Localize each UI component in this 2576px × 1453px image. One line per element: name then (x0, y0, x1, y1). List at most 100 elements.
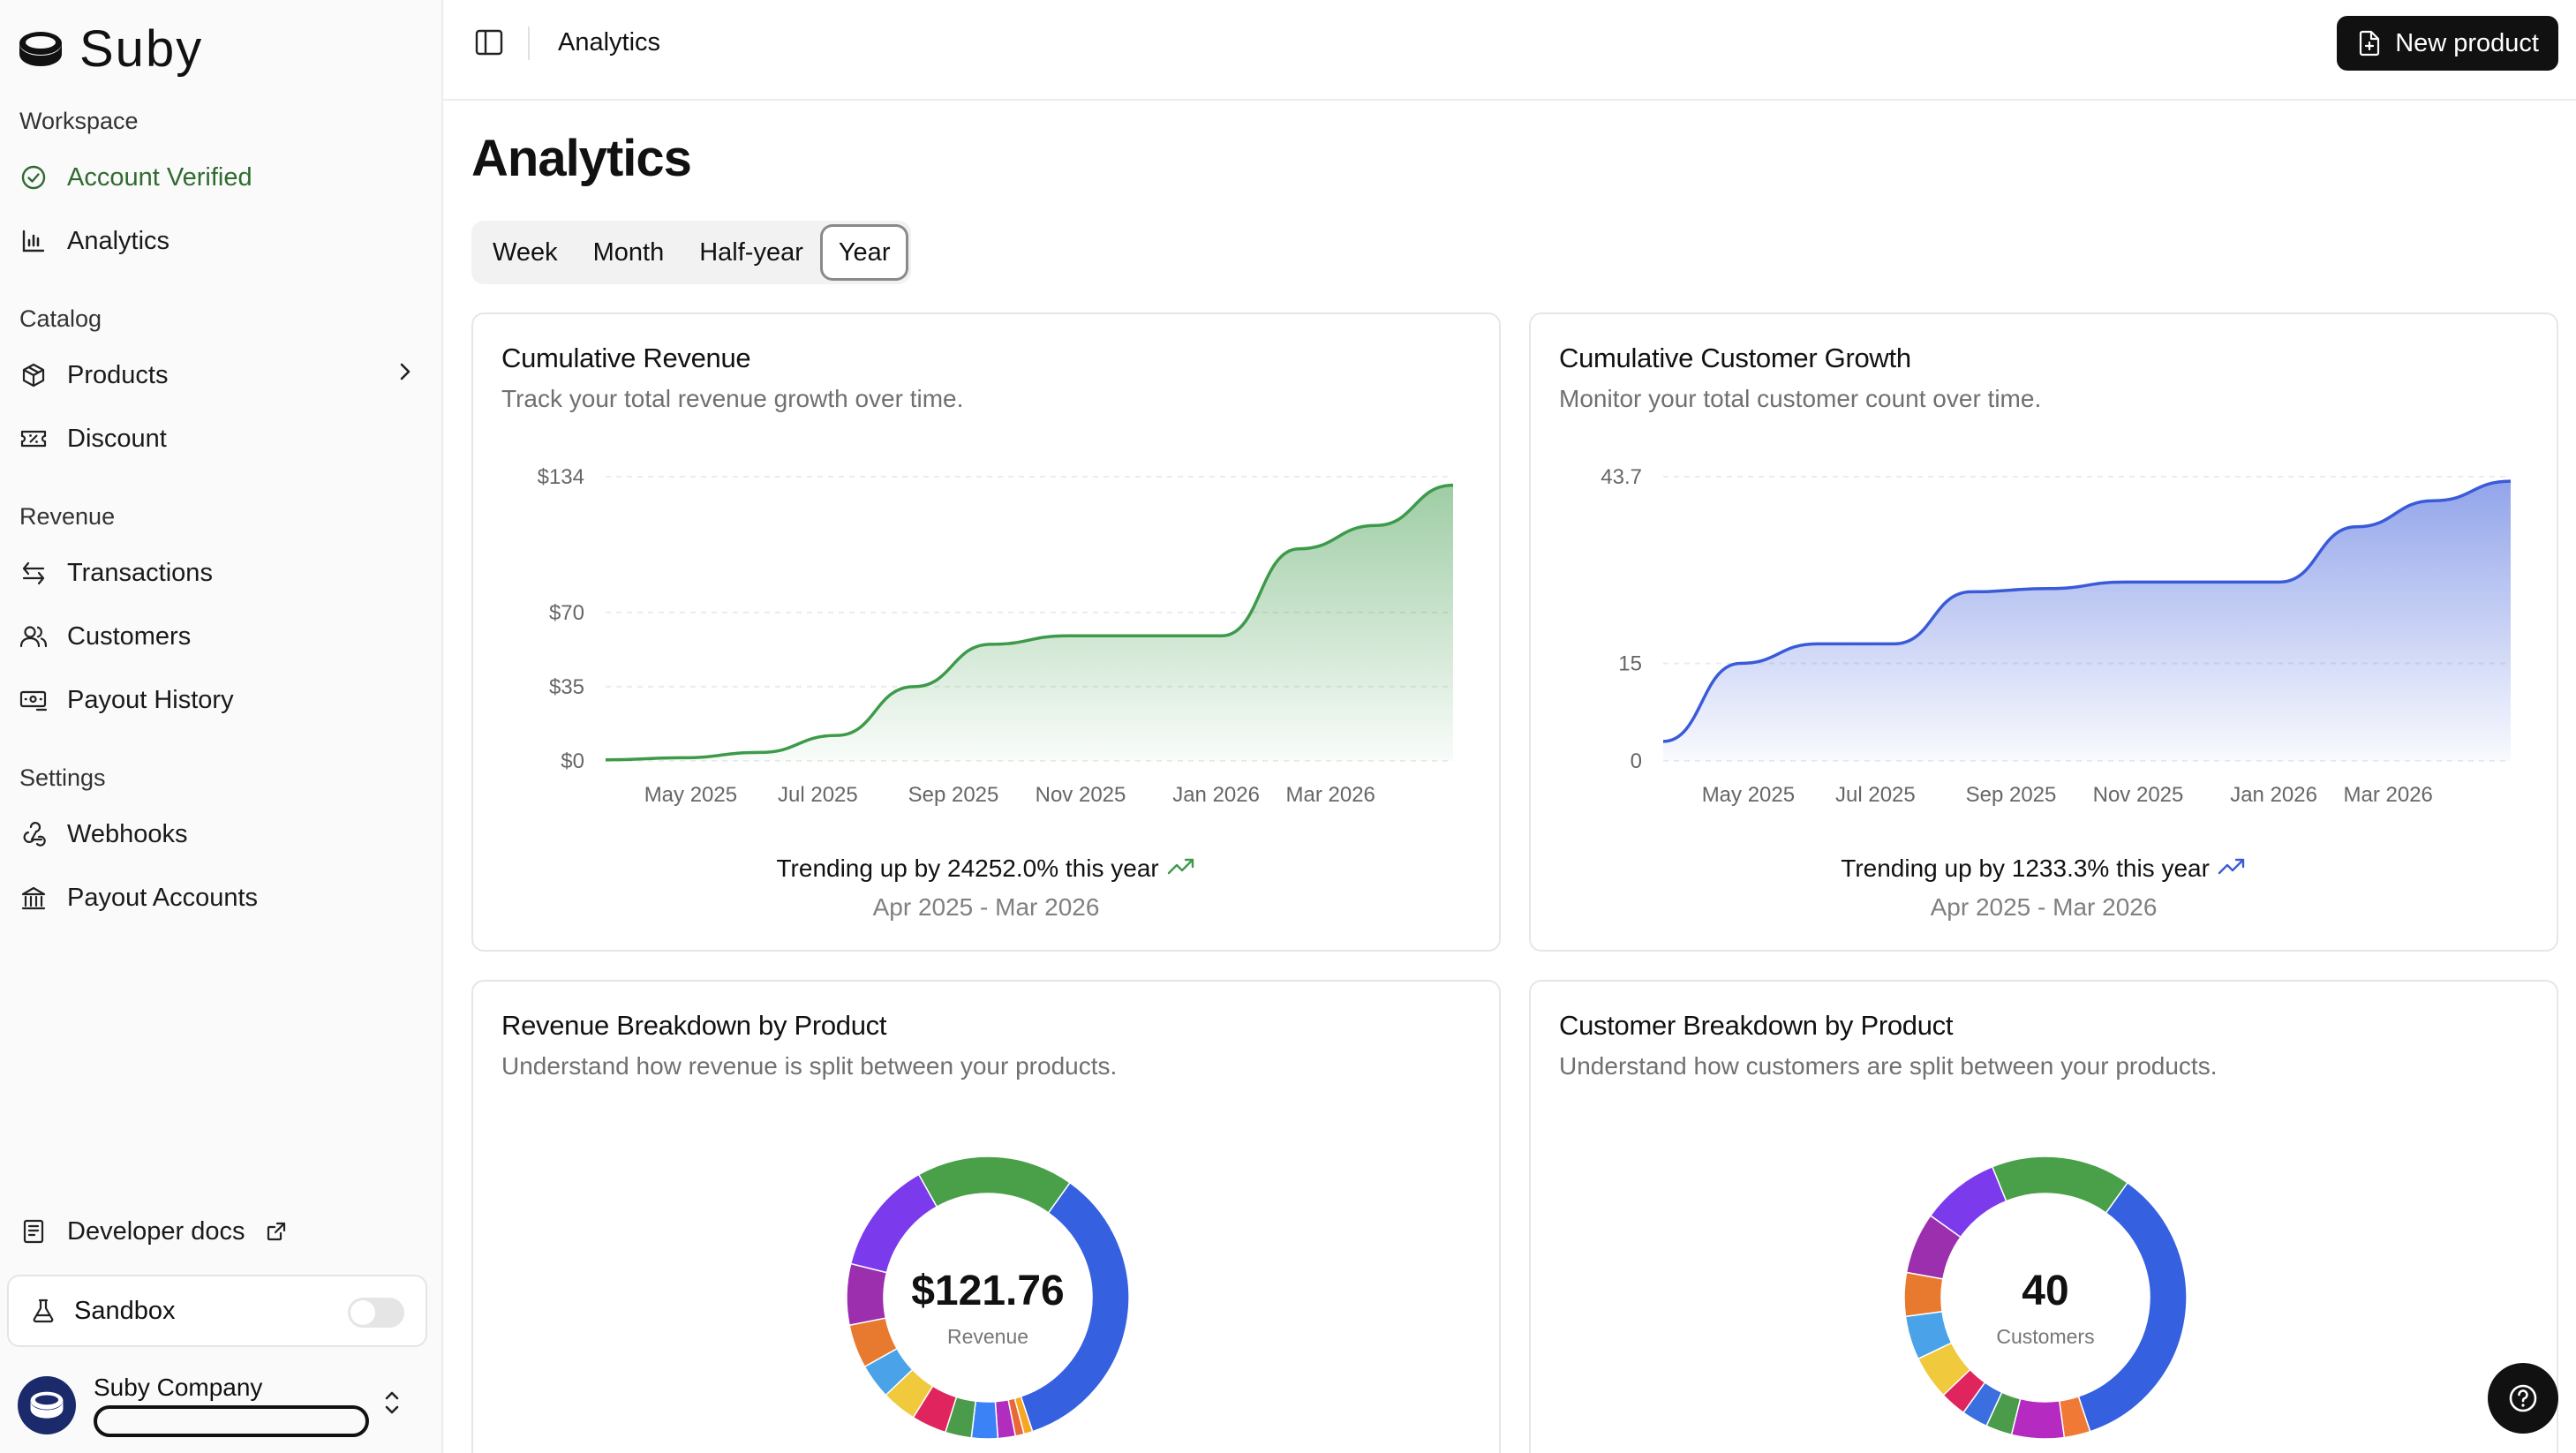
sidebar: Suby Workspace Account Verified Analytic… (0, 0, 443, 1453)
help-circle-icon (2507, 1382, 2539, 1414)
card-subtitle: Understand how revenue is split between … (501, 1052, 1118, 1080)
section-settings: Settings (19, 764, 106, 791)
sidebar-item-label: Account Verified (67, 162, 252, 192)
series-area (1663, 481, 2511, 761)
donut-slice (1991, 1156, 2129, 1215)
sidebar-item-products[interactable]: Products (19, 350, 417, 401)
y-tick-label: $35 (549, 675, 584, 699)
brand-name: Suby (79, 20, 204, 78)
new-product-button[interactable]: New product (2337, 16, 2558, 71)
revenue-chart-card: Cumulative Revenue Track your total reve… (471, 312, 1501, 952)
x-tick-label: Mar 2026 (1286, 783, 1375, 807)
book-icon (19, 1217, 48, 1246)
sidebar-item-analytics[interactable]: Analytics (19, 215, 417, 267)
sidebar-item-transactions[interactable]: Transactions (19, 547, 417, 599)
bar-chart-icon (19, 227, 48, 255)
x-tick-label: May 2025 (1702, 783, 1795, 807)
range-tab-week[interactable]: Week (493, 237, 558, 267)
trend-text: Trending up by 24252.0% this year (776, 854, 1159, 882)
sidebar-item-customers[interactable]: Customers (19, 611, 417, 662)
donut-center-value: $121.76 (911, 1268, 1065, 1314)
sidebar-item-webhooks[interactable]: Webhooks (19, 809, 417, 860)
page-title: Analytics (471, 130, 692, 187)
top-bar: Analytics New product (443, 0, 2576, 101)
sidebar-item-account-verified[interactable]: Account Verified (19, 152, 417, 203)
donut-center-value: 40 (2022, 1268, 2068, 1314)
period-text: Apr 2025 - Mar 2026 (872, 893, 1100, 921)
sidebar-item-payout-history[interactable]: Payout History (19, 674, 417, 726)
trending-up-icon (1166, 854, 1196, 882)
card-title: Revenue Breakdown by Product (501, 1010, 887, 1041)
revenue-donut-chart[interactable]: $121.76 Revenue (473, 982, 1501, 1453)
sandbox-toggle[interactable] (348, 1298, 404, 1328)
sidebar-item-payout-accounts[interactable]: Payout Accounts (19, 872, 417, 923)
check-circle-icon (19, 163, 48, 192)
y-tick-label: $134 (538, 465, 584, 489)
x-tick-label: Sep 2025 (1966, 783, 2057, 807)
card-title: Cumulative Customer Growth (1559, 343, 1911, 373)
customer-area-chart[interactable]: 0 15 43.7 May 2025 Jul 2025 Sep 2025 Nov 2025 J… (1531, 314, 2558, 952)
brand[interactable]: Suby (18, 19, 203, 79)
y-tick-label: $70 (549, 601, 584, 625)
sidebar-item-label: Customers (67, 621, 192, 651)
package-icon (19, 361, 48, 389)
developer-docs-link[interactable]: Developer docs (19, 1206, 288, 1257)
sidebar-item-label: Analytics (67, 226, 170, 255)
company-name: Suby Company (94, 1374, 263, 1401)
series-area (606, 485, 1453, 761)
section-workspace: Workspace (19, 108, 139, 134)
chevrons-up-down-icon[interactable] (380, 1388, 404, 1422)
card-subtitle: Understand how customers are split betwe… (1559, 1052, 2218, 1080)
x-tick-label: Nov 2025 (1036, 783, 1126, 807)
arrows-left-right-icon (19, 559, 48, 587)
trend-line: Trending up by 24252.0% this year (473, 854, 1499, 883)
sidebar-item-label: Products (67, 360, 169, 389)
donut-slice (849, 1173, 938, 1274)
donut-slice (846, 1262, 888, 1327)
card-subtitle: Track your total revenue growth over tim… (501, 385, 964, 412)
x-tick-label: Mar 2026 (2344, 783, 2433, 807)
revenue-area-chart[interactable]: $0 $35 $70 $134 May 2025 Jul 2025 Sep 2025 Nov … (473, 314, 1501, 952)
sidebar-item-discount[interactable]: Discount (19, 413, 417, 464)
range-tab-half-year[interactable]: Half-year (699, 237, 803, 267)
webhook-icon (19, 820, 48, 848)
sidebar-item-label: Payout Accounts (67, 883, 259, 912)
range-tab-month[interactable]: Month (592, 237, 665, 267)
y-tick-label: 0 (1631, 749, 1642, 773)
range-tab-year[interactable]: Year (822, 227, 907, 278)
donut-slice (1903, 1271, 1944, 1318)
donut-slice (917, 1156, 1072, 1215)
company-switcher[interactable]: Suby Company (18, 1374, 369, 1437)
trending-up-icon (2217, 854, 2247, 882)
breadcrumb: Analytics (558, 28, 661, 56)
series-line (1662, 479, 2512, 743)
avatar (18, 1376, 76, 1434)
range-tabs: Week Month Half-year Year (471, 221, 912, 284)
revenue-breakdown-card: Revenue Breakdown by Product Understand … (471, 980, 1501, 1453)
x-tick-label: Sep 2025 (908, 783, 999, 807)
series-line (605, 483, 1454, 762)
donut-slice (2077, 1181, 2188, 1433)
x-tick-label: Jul 2025 (1835, 783, 1916, 807)
card-title: Cumulative Revenue (501, 343, 751, 373)
card-title: Customer Breakdown by Product (1559, 1010, 1954, 1041)
trend-line: Trending up by 1233.3% this year (1531, 854, 2557, 883)
donut-center-label: Revenue (947, 1325, 1028, 1348)
help-button[interactable] (2488, 1363, 2558, 1434)
developer-docs-label: Developer docs (67, 1216, 245, 1246)
sidebar-item-label: Payout History (67, 685, 234, 714)
customer-breakdown-card: Customer Breakdown by Product Understand… (1529, 980, 2558, 1453)
chevron-right-icon (394, 360, 417, 390)
trend-text: Trending up by 1233.3% this year (1841, 854, 2210, 882)
suby-logo-icon (19, 31, 62, 66)
sidebar-toggle-icon[interactable] (473, 26, 505, 63)
y-tick-label: $0 (561, 749, 584, 773)
ticket-icon (19, 425, 48, 453)
donut-center-label: Customers (1996, 1325, 2094, 1348)
section-catalog: Catalog (19, 305, 102, 332)
donut-slice (1020, 1181, 1130, 1433)
sidebar-item-label: Webhooks (67, 819, 188, 848)
x-tick-label: Jul 2025 (778, 783, 858, 807)
y-tick-label: 43.7 (1601, 465, 1642, 489)
customer-donut-chart[interactable]: 40 Customers (1531, 982, 2558, 1453)
